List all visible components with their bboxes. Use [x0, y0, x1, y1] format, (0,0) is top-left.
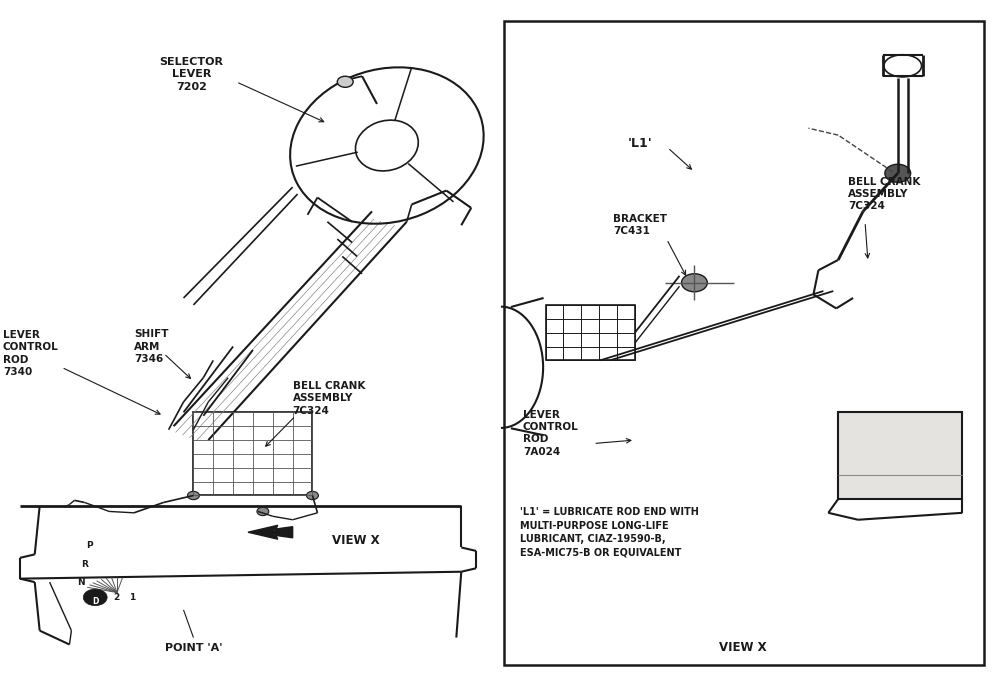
FancyBboxPatch shape — [838, 412, 962, 499]
Circle shape — [682, 274, 707, 292]
Text: 2: 2 — [113, 593, 119, 602]
Text: D: D — [92, 597, 98, 606]
Text: N: N — [77, 578, 85, 587]
Bar — [504, 21, 984, 665]
Circle shape — [257, 507, 269, 516]
Bar — [546, 305, 635, 360]
Text: BELL CRANK
ASSEMBLY
7C324: BELL CRANK ASSEMBLY 7C324 — [293, 381, 365, 416]
Circle shape — [307, 491, 318, 500]
Circle shape — [885, 164, 911, 182]
Text: R: R — [81, 560, 87, 569]
Text: POINT 'A': POINT 'A' — [165, 643, 222, 653]
Circle shape — [187, 491, 199, 500]
Text: LEVER
CONTROL
ROD
7340: LEVER CONTROL ROD 7340 — [3, 330, 59, 377]
Circle shape — [337, 76, 353, 87]
Bar — [193, 412, 312, 495]
Text: SELECTOR
LEVER
7202: SELECTOR LEVER 7202 — [160, 57, 223, 91]
Circle shape — [83, 589, 107, 606]
Text: BELL CRANK
ASSEMBLY
7C324: BELL CRANK ASSEMBLY 7C324 — [848, 177, 921, 211]
Text: SHIFT
ARM
7346: SHIFT ARM 7346 — [134, 329, 169, 364]
Text: BRACKET
7C431: BRACKET 7C431 — [613, 214, 667, 236]
Text: 'L1' = LUBRICATE ROD END WITH
MULTI-PURPOSE LONG-LIFE
LUBRICANT, CIAZ-19590-B,
E: 'L1' = LUBRICATE ROD END WITH MULTI-PURP… — [520, 507, 698, 557]
Text: 'L1': 'L1' — [628, 137, 652, 150]
Text: VIEW X: VIEW X — [332, 534, 380, 547]
Text: 1: 1 — [129, 593, 135, 602]
Text: LEVER
CONTROL
ROD
7A024: LEVER CONTROL ROD 7A024 — [523, 410, 578, 457]
Text: VIEW X: VIEW X — [719, 642, 767, 654]
Text: P: P — [86, 541, 92, 550]
Polygon shape — [248, 525, 293, 539]
